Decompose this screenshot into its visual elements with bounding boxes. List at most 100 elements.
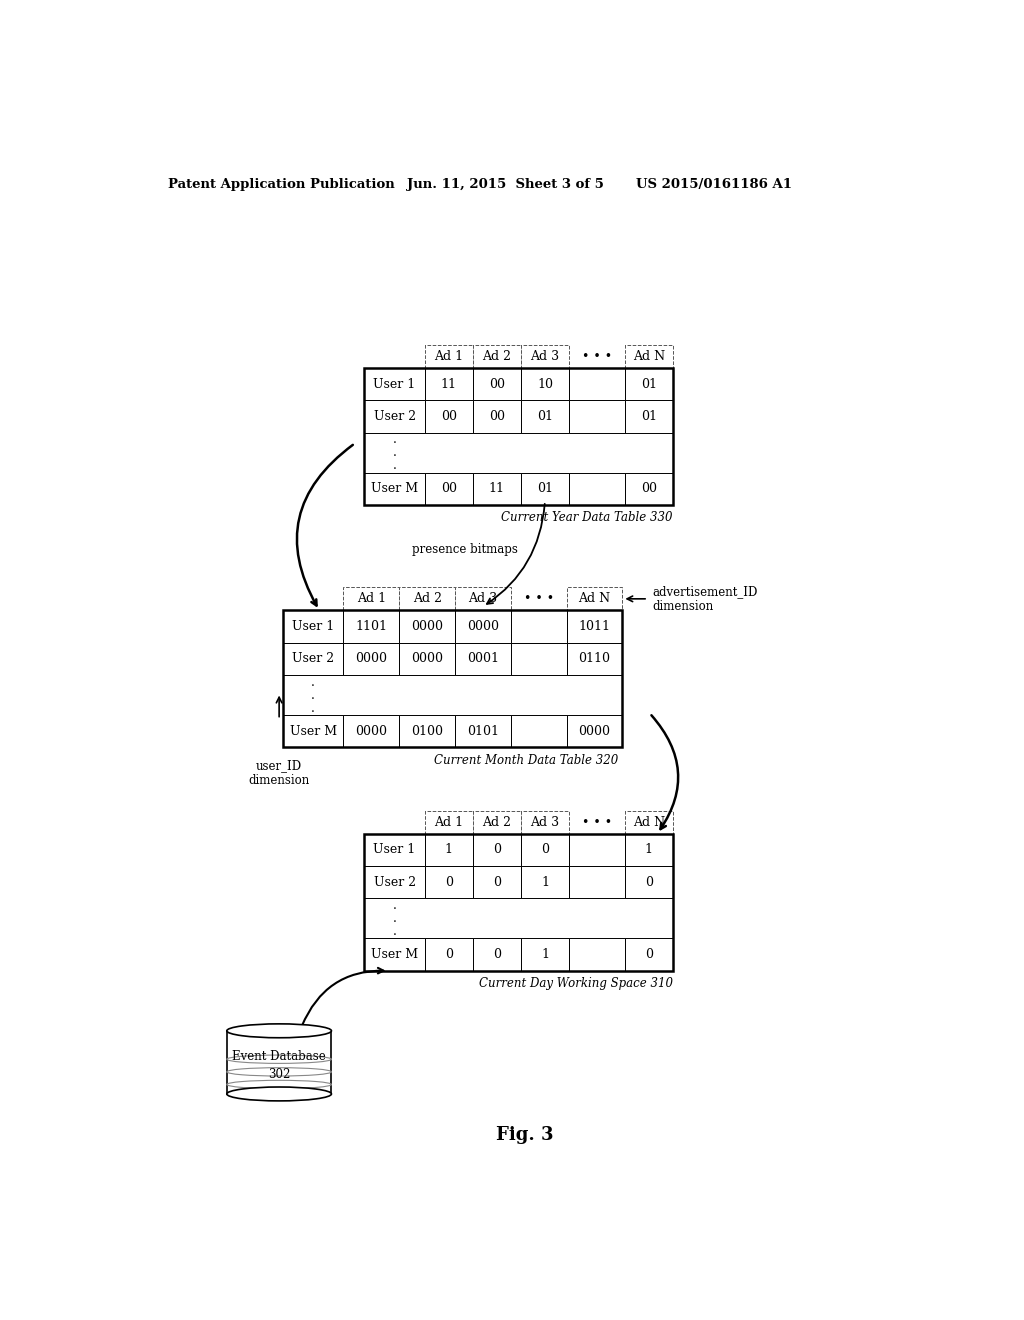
Bar bbox=[425, 473, 473, 506]
Bar bbox=[399, 643, 455, 675]
Text: Ad 1: Ad 1 bbox=[434, 350, 464, 363]
Text: .
.
.: . . . bbox=[392, 433, 396, 473]
Bar bbox=[473, 939, 521, 970]
Bar bbox=[425, 939, 473, 970]
Bar bbox=[226, 1031, 332, 1094]
Text: 0: 0 bbox=[444, 875, 453, 888]
Bar bbox=[521, 834, 569, 866]
Bar bbox=[521, 939, 569, 970]
Bar bbox=[425, 400, 473, 433]
Text: 1: 1 bbox=[541, 948, 549, 961]
Text: 0001: 0001 bbox=[467, 652, 499, 665]
Text: 1011: 1011 bbox=[579, 620, 610, 634]
Bar bbox=[399, 715, 455, 747]
Bar bbox=[365, 368, 673, 506]
Bar bbox=[399, 587, 455, 610]
Bar bbox=[425, 345, 473, 368]
Text: Ad 1: Ad 1 bbox=[356, 593, 386, 606]
Bar bbox=[455, 587, 511, 610]
Text: 00: 00 bbox=[441, 482, 457, 495]
Bar bbox=[521, 400, 569, 433]
Bar bbox=[566, 587, 623, 610]
Bar bbox=[625, 400, 673, 433]
Text: User 2: User 2 bbox=[374, 409, 416, 422]
Bar bbox=[425, 834, 473, 866]
Bar bbox=[473, 368, 521, 400]
Text: US 2015/0161186 A1: US 2015/0161186 A1 bbox=[636, 178, 792, 190]
Text: Current Month Data Table 320: Current Month Data Table 320 bbox=[434, 754, 618, 767]
Text: Patent Application Publication: Patent Application Publication bbox=[168, 178, 395, 190]
Text: Ad 2: Ad 2 bbox=[482, 816, 511, 829]
Bar bbox=[569, 368, 625, 400]
Text: 00: 00 bbox=[488, 409, 505, 422]
Text: Ad N: Ad N bbox=[633, 350, 665, 363]
Text: 0000: 0000 bbox=[579, 725, 610, 738]
Bar bbox=[569, 400, 625, 433]
Text: 0: 0 bbox=[493, 948, 501, 961]
Text: advertisement_ID
dimension: advertisement_ID dimension bbox=[652, 585, 758, 612]
Bar bbox=[343, 610, 399, 643]
Bar bbox=[473, 810, 521, 834]
Bar bbox=[283, 610, 623, 747]
Bar bbox=[566, 715, 623, 747]
Bar bbox=[473, 834, 521, 866]
Text: Event Database
302: Event Database 302 bbox=[232, 1049, 326, 1081]
Text: Ad 2: Ad 2 bbox=[482, 350, 511, 363]
Text: Fig. 3: Fig. 3 bbox=[496, 1126, 554, 1143]
Bar bbox=[365, 834, 425, 866]
Text: User 2: User 2 bbox=[292, 652, 334, 665]
Bar bbox=[365, 368, 425, 400]
Text: 01: 01 bbox=[641, 409, 656, 422]
Bar bbox=[511, 643, 566, 675]
Text: Ad 2: Ad 2 bbox=[413, 593, 441, 606]
Text: Ad 3: Ad 3 bbox=[530, 350, 559, 363]
Bar bbox=[625, 368, 673, 400]
Text: 01: 01 bbox=[641, 378, 656, 391]
Text: Current Day Working Space 310: Current Day Working Space 310 bbox=[479, 977, 673, 990]
Text: User M: User M bbox=[371, 482, 418, 495]
Bar bbox=[473, 866, 521, 899]
Bar bbox=[521, 473, 569, 506]
Bar bbox=[511, 610, 566, 643]
Bar bbox=[521, 368, 569, 400]
Text: 0: 0 bbox=[645, 875, 653, 888]
Bar bbox=[455, 643, 511, 675]
Bar bbox=[365, 939, 425, 970]
Bar bbox=[569, 834, 625, 866]
Bar bbox=[569, 473, 625, 506]
Text: 00: 00 bbox=[641, 482, 656, 495]
Bar bbox=[473, 400, 521, 433]
Bar bbox=[455, 610, 511, 643]
Text: 1: 1 bbox=[444, 843, 453, 857]
Bar bbox=[521, 345, 569, 368]
Text: User 2: User 2 bbox=[374, 875, 416, 888]
Bar bbox=[625, 810, 673, 834]
Text: • • •: • • • bbox=[582, 350, 612, 363]
Text: 11: 11 bbox=[488, 482, 505, 495]
Text: User 1: User 1 bbox=[292, 620, 335, 634]
Text: 0000: 0000 bbox=[412, 620, 443, 634]
Text: 0000: 0000 bbox=[467, 620, 499, 634]
Bar bbox=[365, 866, 425, 899]
Text: Ad N: Ad N bbox=[633, 816, 665, 829]
Text: • • •: • • • bbox=[523, 593, 554, 606]
Text: 00: 00 bbox=[441, 409, 457, 422]
Text: Jun. 11, 2015  Sheet 3 of 5: Jun. 11, 2015 Sheet 3 of 5 bbox=[407, 178, 604, 190]
Text: 00: 00 bbox=[488, 378, 505, 391]
Text: 1: 1 bbox=[645, 843, 653, 857]
Bar bbox=[343, 643, 399, 675]
Text: 11: 11 bbox=[441, 378, 457, 391]
Bar bbox=[625, 939, 673, 970]
Text: Current Year Data Table 330: Current Year Data Table 330 bbox=[502, 511, 673, 524]
Text: Ad 3: Ad 3 bbox=[530, 816, 559, 829]
Text: 0: 0 bbox=[541, 843, 549, 857]
Ellipse shape bbox=[226, 1024, 332, 1038]
Text: 1101: 1101 bbox=[355, 620, 387, 634]
Text: 0110: 0110 bbox=[579, 652, 610, 665]
Bar bbox=[511, 715, 566, 747]
Bar bbox=[399, 610, 455, 643]
Bar bbox=[569, 939, 625, 970]
Text: 1: 1 bbox=[541, 875, 549, 888]
Bar bbox=[365, 834, 673, 970]
Ellipse shape bbox=[226, 1086, 332, 1101]
